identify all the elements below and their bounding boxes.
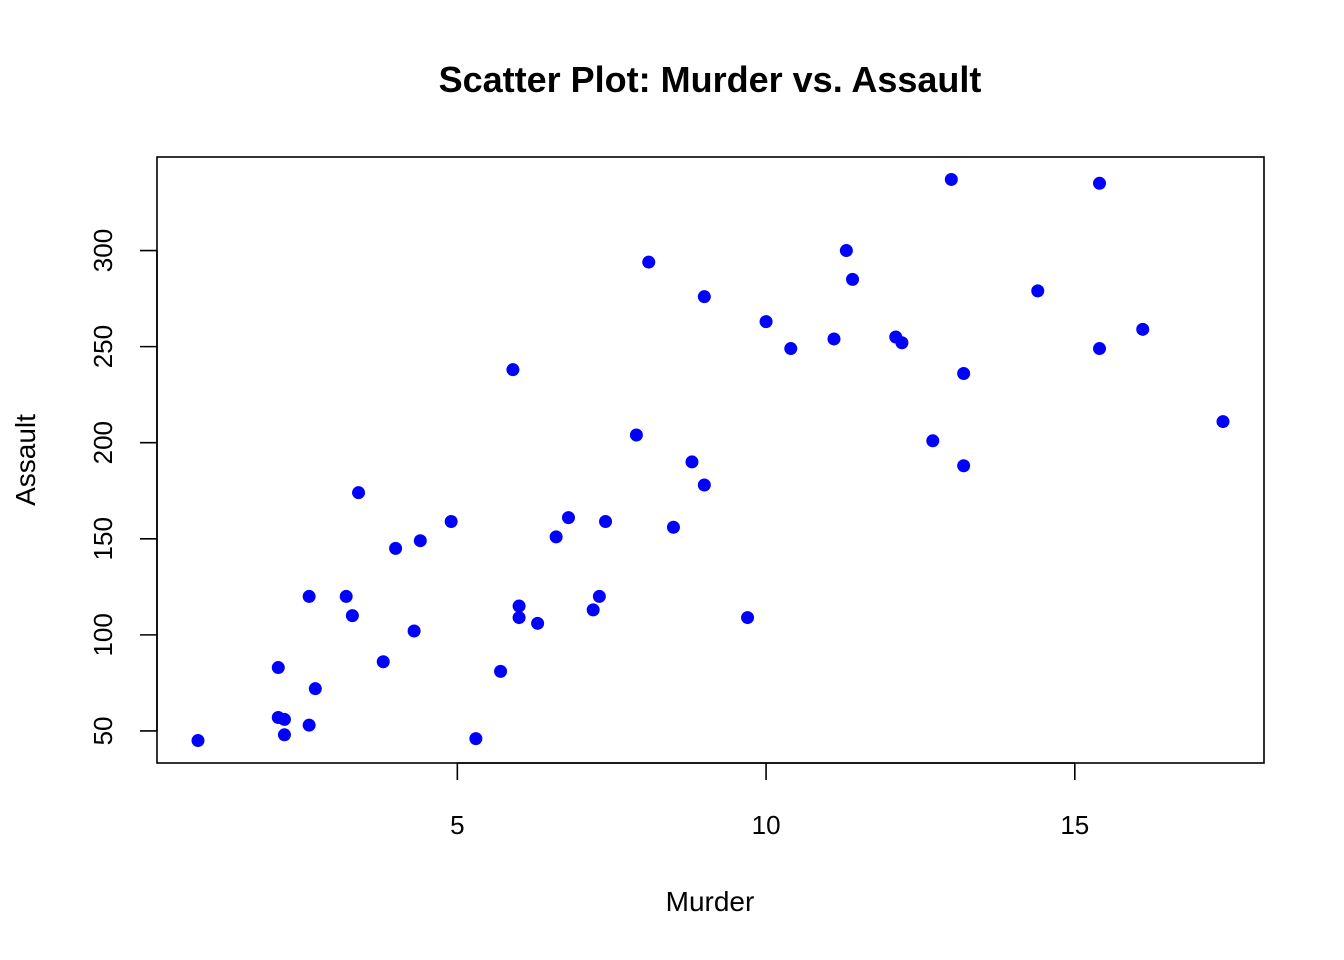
data-point [759, 315, 773, 329]
data-point [586, 603, 600, 617]
data-point [741, 611, 755, 625]
data-points [191, 172, 1230, 748]
x-tick-label: 5 [450, 810, 464, 840]
data-point [697, 290, 711, 304]
data-point [512, 611, 526, 625]
data-point [444, 514, 458, 528]
data-point [599, 514, 613, 528]
y-tick-label: 150 [88, 517, 118, 560]
y-tick-label: 250 [88, 325, 118, 368]
data-point [413, 534, 427, 548]
data-point [784, 342, 798, 356]
x-axis: 5 10 15 [450, 762, 1089, 840]
data-point [512, 599, 526, 613]
data-point [271, 661, 285, 675]
data-point [277, 728, 291, 742]
data-point [407, 624, 421, 638]
data-point [629, 428, 643, 442]
data-point [494, 664, 508, 678]
data-point [697, 478, 711, 492]
data-point [389, 541, 403, 555]
data-point [827, 332, 841, 346]
y-tick-label: 300 [88, 229, 118, 272]
y-tick-label: 100 [88, 613, 118, 656]
data-point [839, 244, 853, 258]
data-point [1093, 176, 1107, 190]
data-point [666, 520, 680, 534]
data-point [191, 734, 205, 748]
data-point [957, 459, 971, 473]
data-point [926, 434, 940, 448]
data-point [271, 710, 285, 724]
x-tick-label: 10 [752, 810, 781, 840]
data-point [469, 732, 483, 746]
data-point [685, 455, 699, 469]
y-tick-label: 200 [88, 421, 118, 464]
data-point [561, 511, 575, 525]
data-point [642, 255, 656, 269]
data-point [506, 363, 520, 377]
data-point [376, 655, 390, 669]
data-point [1216, 415, 1230, 429]
x-axis-label: Murder [666, 886, 755, 917]
data-point [957, 367, 971, 381]
plot-frame [156, 156, 1265, 764]
data-point [302, 589, 316, 603]
data-point [944, 172, 958, 186]
data-point [549, 530, 563, 544]
data-point [895, 336, 909, 350]
y-tick-label: 50 [88, 716, 118, 745]
data-point [345, 609, 359, 623]
y-axis: 50 100 150 200 250 300 [88, 229, 158, 745]
data-point [531, 616, 545, 630]
data-point [308, 682, 322, 696]
data-point [1136, 322, 1150, 336]
data-point [592, 589, 606, 603]
data-point [1093, 342, 1107, 356]
data-point [302, 718, 316, 732]
data-point [339, 589, 353, 603]
data-point [846, 272, 860, 286]
chart-title: Scatter Plot: Murder vs. Assault [439, 59, 982, 100]
data-point [1031, 284, 1045, 298]
data-point [352, 486, 366, 500]
y-axis-label: Assault [10, 414, 41, 506]
x-tick-label: 15 [1060, 810, 1089, 840]
